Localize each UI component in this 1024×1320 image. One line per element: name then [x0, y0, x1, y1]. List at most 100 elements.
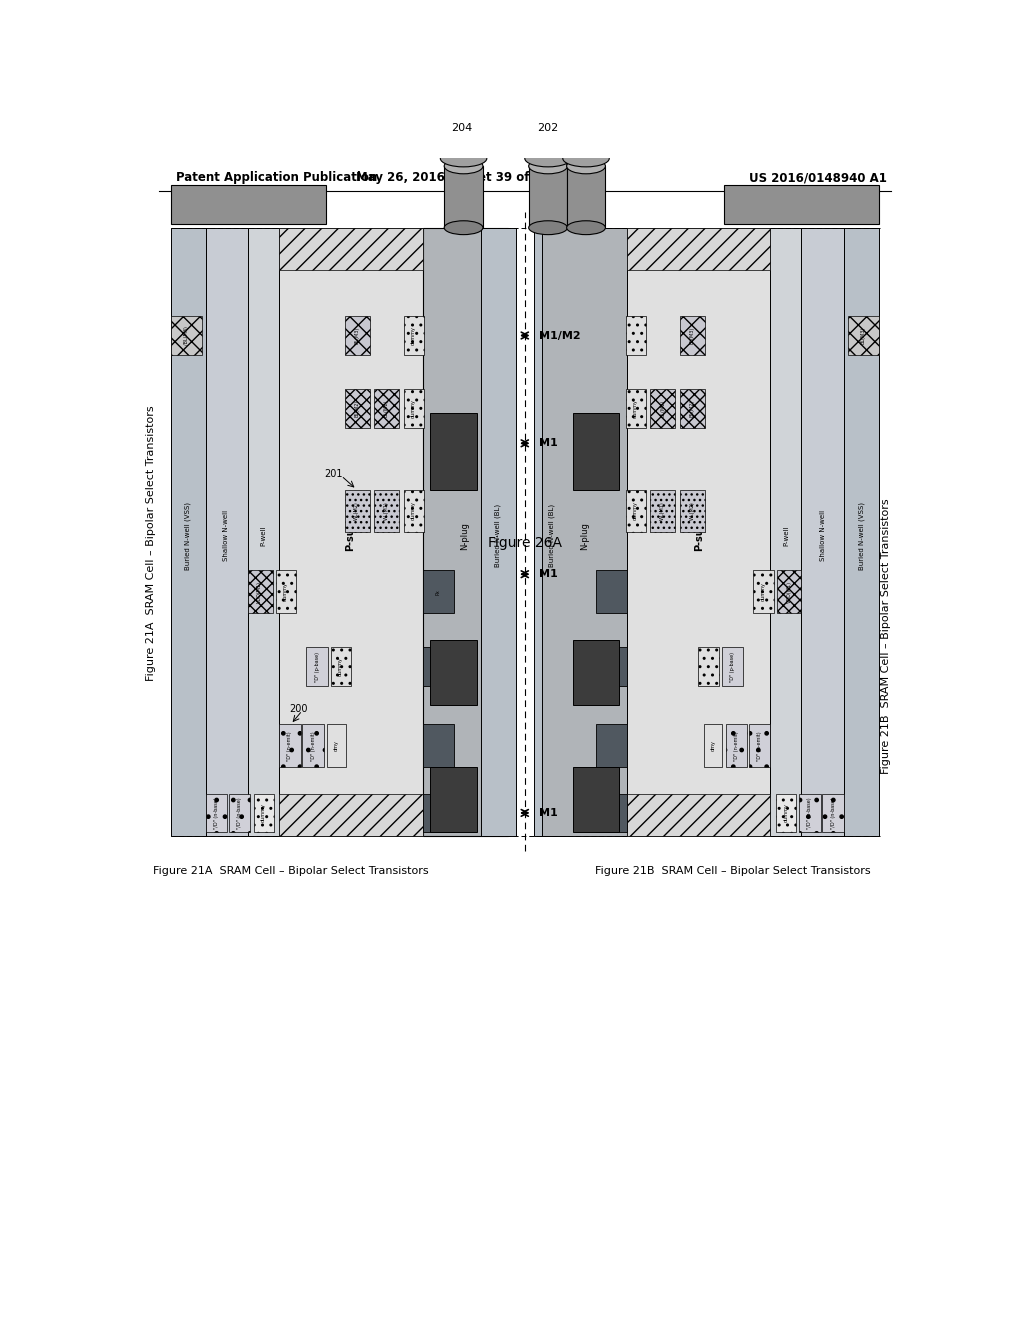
Bar	[171, 317, 202, 355]
Bar	[535, 227, 569, 836]
Text: BL(M1): BL(M1)	[660, 400, 666, 417]
Text: BL(M2): BL(M2)	[354, 400, 359, 417]
Text: Px: Px	[435, 589, 440, 595]
Text: Figure 21A  SRAM Cell – Bipolar Select Transistors: Figure 21A SRAM Cell – Bipolar Select Tr…	[146, 405, 157, 681]
Bar	[596, 725, 627, 767]
Bar	[480, 227, 515, 836]
Bar	[403, 389, 424, 428]
Bar	[722, 647, 743, 686]
Bar	[423, 227, 508, 836]
Bar	[680, 389, 705, 428]
Text: BL(M3): BL(M3)	[861, 327, 866, 345]
Text: Shallow N-well: Shallow N-well	[820, 510, 826, 561]
Ellipse shape	[563, 150, 609, 166]
Text: "/D" (n-base): "/D" (n-base)	[830, 797, 836, 829]
Text: dummy: dummy	[761, 582, 766, 602]
Bar	[248, 570, 273, 612]
Text: BL(M1): BL(M1)	[384, 400, 388, 417]
Bar	[430, 640, 477, 705]
Ellipse shape	[566, 158, 605, 174]
Bar	[627, 793, 770, 836]
Text: Buried N-well (BL): Buried N-well (BL)	[495, 504, 501, 568]
Bar	[596, 570, 627, 612]
Bar	[423, 570, 454, 612]
Bar	[703, 725, 722, 767]
Text: N-plug: N-plug	[461, 521, 470, 549]
Text: dummy: dummy	[411, 326, 416, 345]
Text: N-plug: N-plug	[580, 521, 589, 549]
Bar	[770, 227, 802, 836]
Text: Buried N-well (VSS): Buried N-well (VSS)	[184, 502, 190, 570]
Bar	[280, 228, 423, 271]
Bar	[254, 793, 273, 832]
Bar	[680, 490, 705, 532]
Bar	[848, 317, 879, 355]
Bar	[306, 647, 328, 686]
Bar	[572, 412, 620, 490]
Bar	[345, 490, 370, 532]
Bar	[228, 793, 251, 832]
Text: WL(M1): WL(M1)	[660, 502, 666, 520]
Text: BL(M3): BL(M3)	[690, 327, 694, 345]
Bar	[572, 767, 620, 832]
Bar	[626, 490, 646, 532]
Text: P-well: P-well	[261, 525, 266, 546]
Text: Shallow N-well: Shallow N-well	[223, 510, 229, 561]
Bar	[822, 793, 844, 832]
Bar	[627, 228, 770, 271]
Text: "/D" (n-base): "/D" (n-base)	[214, 797, 219, 829]
Text: P-well: P-well	[783, 525, 788, 546]
Bar	[276, 570, 296, 612]
Text: dmy: dmy	[711, 741, 716, 751]
Text: dummy: dummy	[261, 804, 266, 822]
Ellipse shape	[528, 220, 567, 235]
Ellipse shape	[444, 220, 483, 235]
Bar	[206, 227, 248, 836]
Bar	[776, 793, 796, 832]
Bar	[444, 166, 483, 227]
Bar	[280, 793, 423, 836]
Bar	[302, 725, 324, 767]
Text: Figure 26A: Figure 26A	[487, 536, 562, 550]
Bar	[375, 389, 399, 428]
Text: /BL(M3): /BL(M3)	[183, 326, 188, 345]
Text: Figure 21A  SRAM Cell – Bipolar Select Transistors: Figure 21A SRAM Cell – Bipolar Select Tr…	[153, 866, 429, 875]
Ellipse shape	[566, 220, 605, 235]
Text: "D" (n-emit): "D" (n-emit)	[310, 731, 315, 760]
Bar	[423, 647, 454, 686]
Text: dummy: dummy	[411, 399, 416, 418]
Bar	[724, 185, 879, 224]
Bar	[328, 725, 346, 767]
Text: P-sub: P-sub	[345, 520, 355, 552]
Text: "D" (n-emit): "D" (n-emit)	[757, 731, 762, 760]
Bar	[280, 725, 301, 767]
Text: 202: 202	[538, 123, 559, 132]
Text: 204: 204	[451, 123, 472, 132]
Bar	[171, 227, 206, 836]
Bar	[626, 317, 646, 355]
Bar	[566, 166, 605, 227]
Text: M1: M1	[539, 808, 557, 818]
Text: VDD(M1): VDD(M1)	[257, 581, 262, 603]
Bar	[844, 227, 879, 836]
Bar	[248, 227, 280, 836]
Text: dummy: dummy	[633, 502, 638, 520]
Bar	[528, 166, 567, 227]
Text: M1: M1	[539, 438, 557, 449]
Text: US 2016/0148940 A1: US 2016/0148940 A1	[749, 172, 887, 185]
Bar	[403, 317, 424, 355]
Bar	[345, 389, 370, 428]
Ellipse shape	[440, 150, 486, 166]
Text: Buried N-well (VSS): Buried N-well (VSS)	[859, 502, 865, 570]
Text: Patent Application Publication: Patent Application Publication	[176, 172, 377, 185]
Bar	[430, 412, 477, 490]
Bar	[754, 570, 773, 612]
Bar	[680, 317, 705, 355]
Text: 200: 200	[289, 704, 308, 714]
Text: "/D" (n-base): "/D" (n-base)	[808, 797, 812, 829]
Text: May 26, 2016  Sheet 39 of 53: May 26, 2016 Sheet 39 of 53	[356, 172, 551, 185]
Text: dummy: dummy	[283, 582, 288, 602]
Bar	[423, 793, 454, 832]
Text: P-sub: P-sub	[694, 520, 705, 552]
Bar	[799, 793, 821, 832]
